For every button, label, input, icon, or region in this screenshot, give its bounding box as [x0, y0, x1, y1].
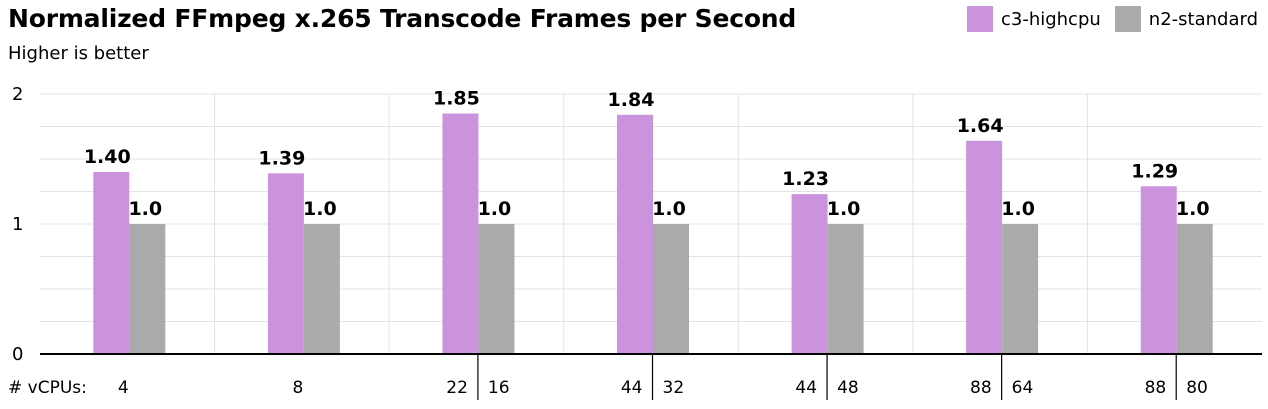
legend-label-c3: c3-highcpu	[1000, 8, 1101, 30]
x-tick-label-c3: 88	[970, 378, 992, 398]
bar-n2-standard	[653, 224, 689, 354]
data-label-c3-highcpu: 1.40	[84, 146, 131, 168]
data-label-c3-highcpu: 1.39	[258, 147, 305, 169]
x-tick-label-n2: 64	[1012, 378, 1034, 398]
bar-n2-standard	[478, 224, 515, 354]
bar-c3-highcpu	[93, 172, 130, 354]
chart-subtitle: Higher is better	[8, 43, 149, 64]
legend-swatch-n2	[1114, 6, 1141, 32]
data-label-n2-standard: 1.0	[478, 198, 512, 220]
bar-n2-standard	[827, 224, 864, 354]
data-label-n2-standard: 1.0	[1176, 198, 1210, 220]
data-label-c3-highcpu: 1.64	[957, 115, 1004, 137]
legend-swatch-c3	[966, 6, 993, 32]
x-tick-label-n2: 80	[1186, 378, 1208, 398]
data-label-c3-highcpu: 1.29	[1131, 160, 1178, 182]
legend-label-n2: n2-standard	[1148, 8, 1258, 30]
legend: c3-highcpu n2-standard	[966, 6, 1258, 32]
bar-c3-highcpu	[791, 194, 828, 354]
x-tick-label: 8	[292, 378, 303, 398]
x-tick-label-n2: 16	[488, 378, 510, 398]
x-tick-label-n2: 32	[663, 378, 685, 398]
y-tick-label: 0	[12, 344, 23, 365]
data-label-n2-standard: 1.0	[652, 198, 686, 220]
bar-c3-highcpu	[267, 173, 304, 354]
x-tick-label-c3: 88	[1145, 378, 1167, 398]
bar-n2-standard	[129, 224, 166, 354]
y-tick-label: 1	[12, 214, 23, 235]
data-label-c3-highcpu: 1.84	[608, 89, 655, 111]
legend-item-c3: c3-highcpu	[966, 6, 1101, 32]
x-tick-label: 4	[118, 378, 129, 398]
data-label-n2-standard: 1.0	[1001, 198, 1035, 220]
bar-c3-highcpu	[1140, 186, 1177, 354]
x-tick-label-c3: 22	[446, 378, 468, 398]
legend-item-n2: n2-standard	[1114, 6, 1258, 32]
bar-n2-standard	[1176, 224, 1213, 354]
bar-n2-standard	[303, 224, 340, 354]
data-label-c3-highcpu: 1.85	[433, 88, 480, 110]
chart-title: Normalized FFmpeg x.265 Transcode Frames…	[8, 4, 797, 33]
x-tick-label-n2: 48	[837, 378, 859, 398]
bar-c3-highcpu	[617, 114, 653, 354]
data-label-n2-standard: 1.0	[303, 198, 337, 220]
x-tick-label-c3: 44	[621, 378, 643, 398]
data-label-n2-standard: 1.0	[128, 198, 162, 220]
bar-n2-standard	[1002, 224, 1039, 354]
bar-c3-highcpu	[442, 113, 479, 354]
x-axis-label: # vCPUs:	[8, 378, 87, 398]
data-label-c3-highcpu: 1.23	[782, 168, 829, 190]
y-tick-label: 2	[12, 84, 23, 105]
x-tick-label-c3: 44	[795, 378, 817, 398]
data-label-n2-standard: 1.0	[827, 198, 861, 220]
bar-c3-highcpu	[966, 140, 1003, 354]
